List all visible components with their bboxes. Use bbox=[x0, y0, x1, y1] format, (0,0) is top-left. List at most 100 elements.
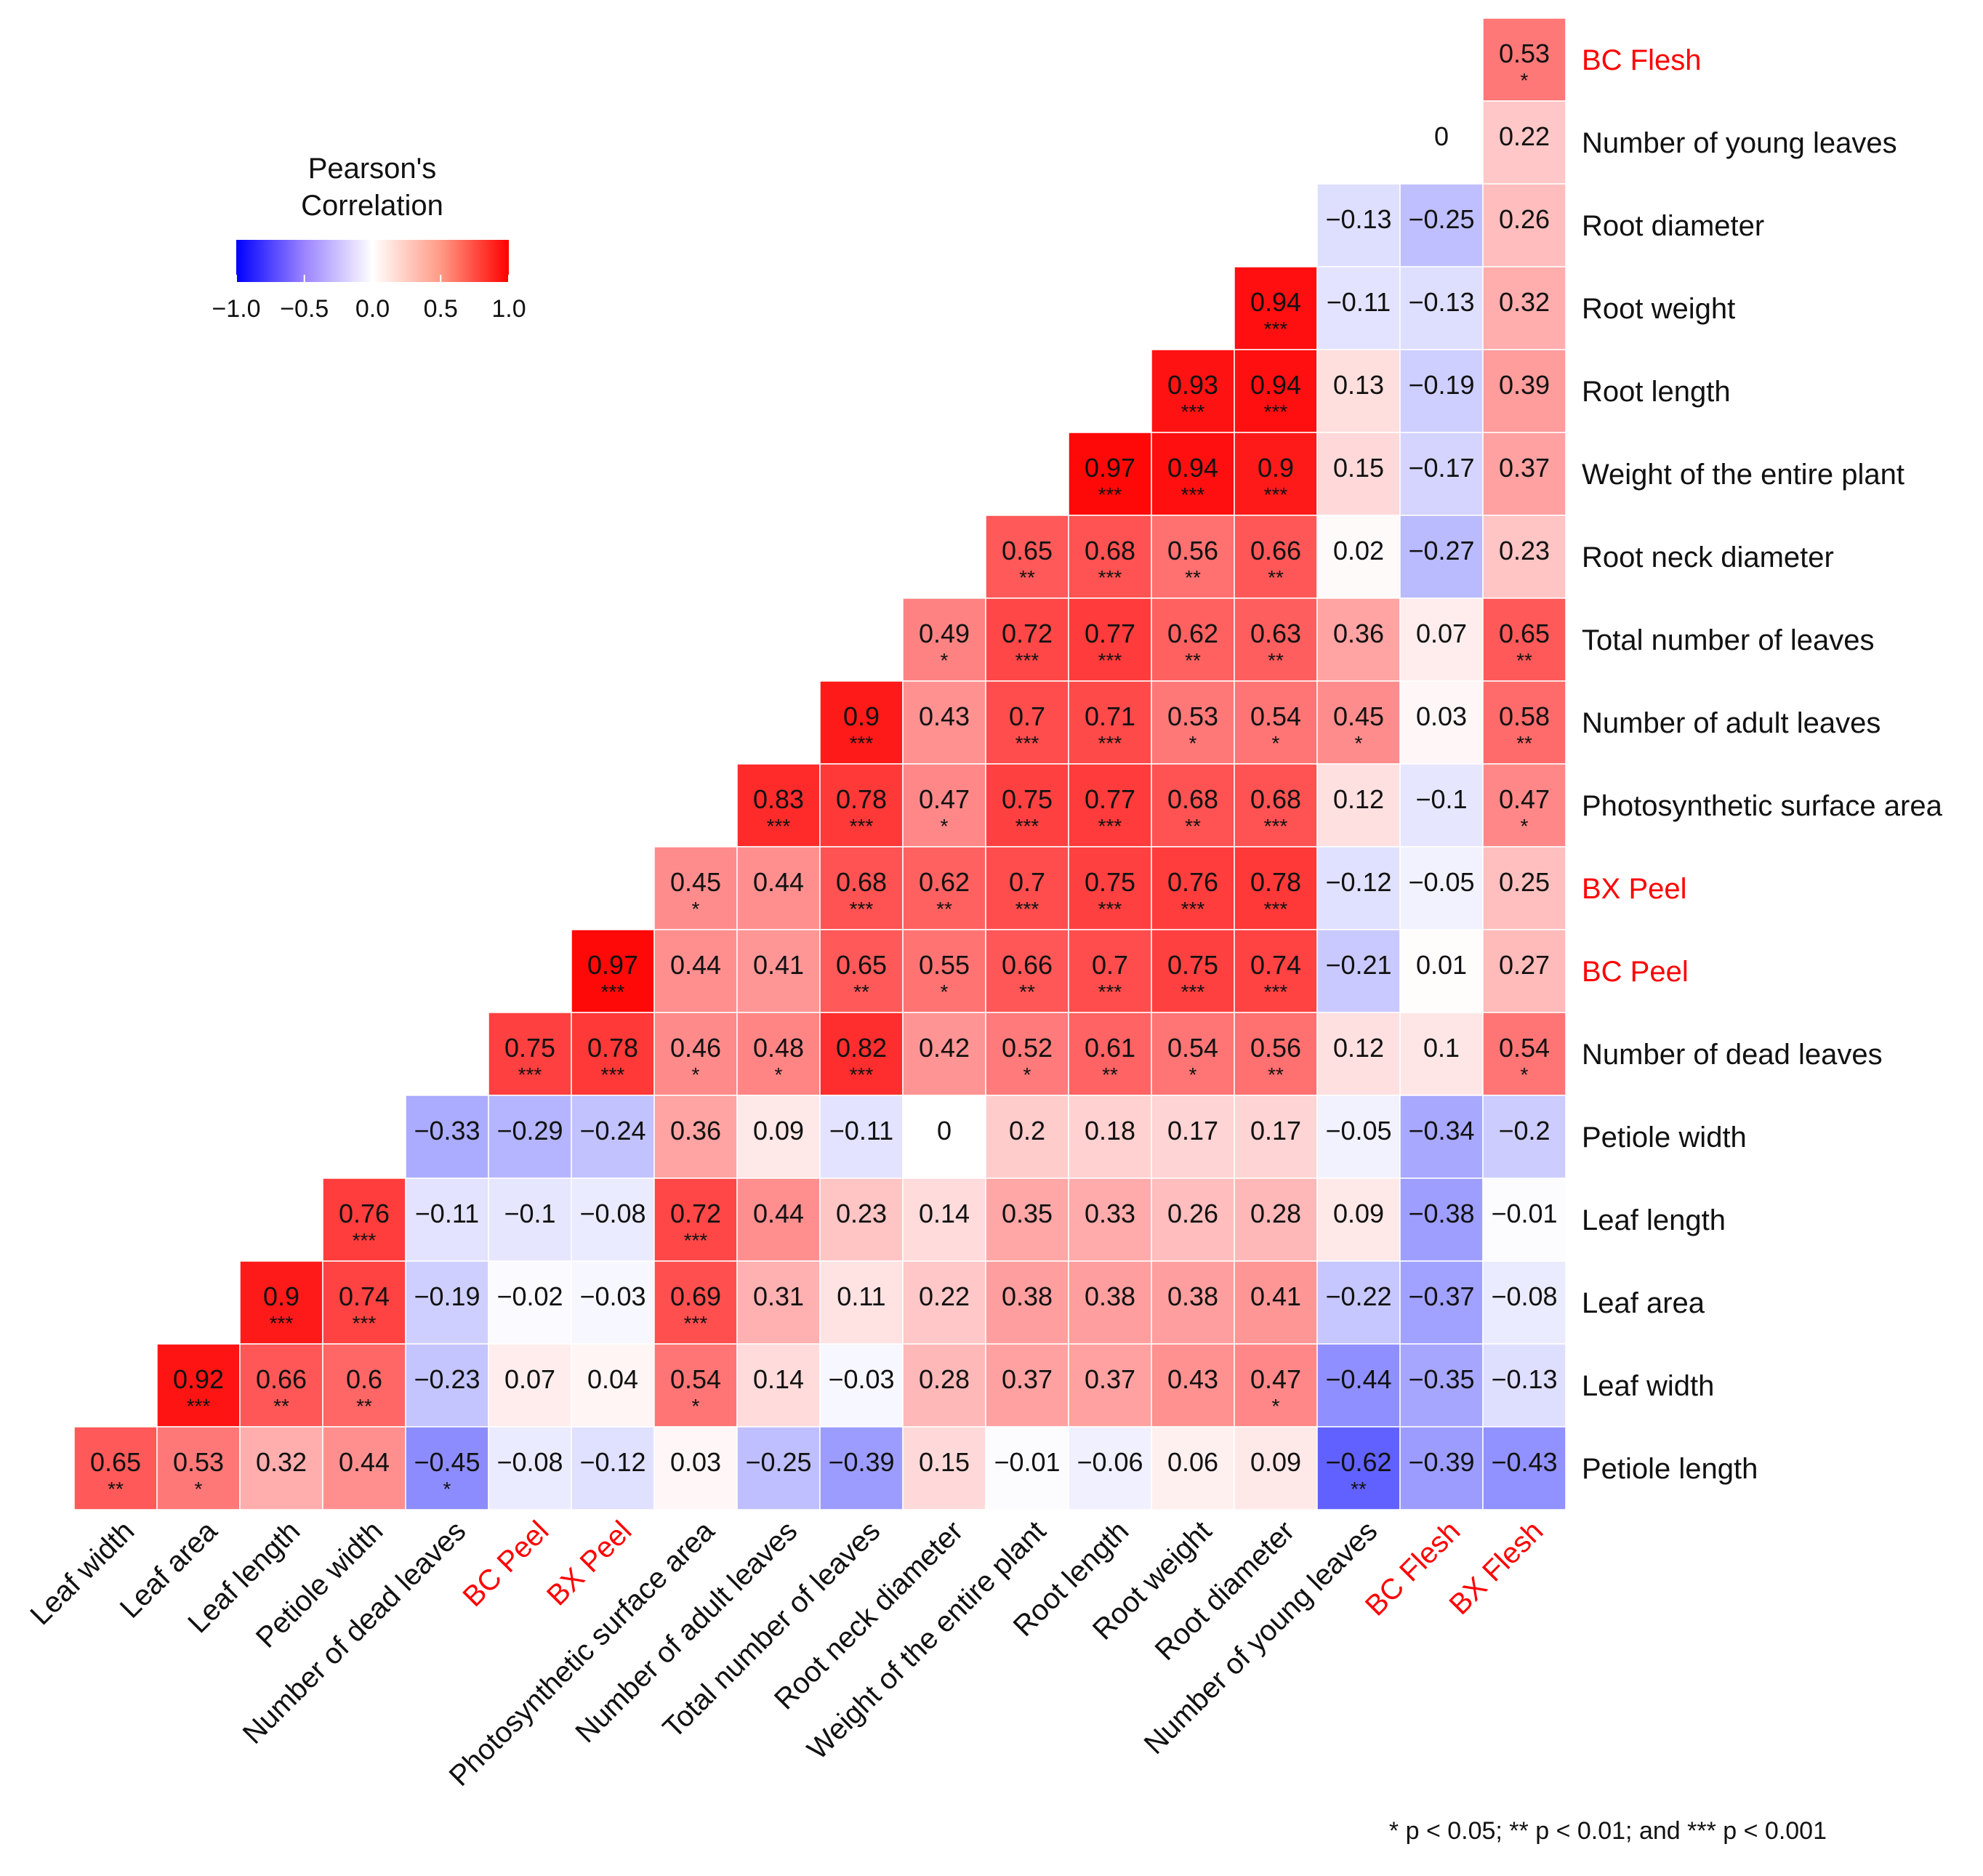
cell-fill bbox=[1482, 1095, 1566, 1179]
cell-fill bbox=[653, 1426, 738, 1510]
cell-value: 0.1 bbox=[1423, 1033, 1460, 1063]
cell-value: 0.37 bbox=[1002, 1364, 1053, 1394]
heatmap-cell: 0.65** bbox=[819, 929, 904, 1013]
cell-significance: * bbox=[1272, 732, 1280, 754]
cell-fill bbox=[571, 1177, 655, 1262]
cell-value: 0.32 bbox=[1499, 287, 1550, 317]
cell-fill bbox=[819, 1095, 904, 1179]
heatmap-cell: 0.53* bbox=[1482, 17, 1566, 102]
cell-fill bbox=[571, 1095, 655, 1179]
cell-fill bbox=[736, 846, 821, 930]
heatmap-cell: −0.45* bbox=[405, 1426, 489, 1510]
cell-fill bbox=[985, 1012, 1069, 1096]
heatmap-cell: 0.58** bbox=[1482, 680, 1566, 765]
cell-value: 0.36 bbox=[670, 1116, 721, 1146]
cell-fill bbox=[985, 1260, 1069, 1345]
cell-significance: ** bbox=[1019, 566, 1035, 589]
cell-fill bbox=[1482, 183, 1566, 267]
cell-significance: ** bbox=[1185, 649, 1201, 672]
cell-significance: *** bbox=[1098, 566, 1122, 589]
row-label: Root weight bbox=[1582, 293, 1735, 325]
cell-value: 0.56 bbox=[1167, 536, 1218, 565]
cell-fill bbox=[902, 1260, 986, 1345]
cell-fill bbox=[1316, 1012, 1401, 1096]
heatmap-cell: 0.78*** bbox=[571, 1012, 655, 1096]
heatmap-cell: −0.34 bbox=[1399, 1095, 1484, 1179]
heatmap-cell: 0.38 bbox=[1068, 1260, 1152, 1345]
cell-fill bbox=[1234, 929, 1318, 1013]
heatmap-cell: 0.42 bbox=[902, 1012, 986, 1096]
cell-significance: *** bbox=[1264, 898, 1288, 920]
cell-value: −0.22 bbox=[1325, 1281, 1391, 1311]
heatmap-cell: −0.13 bbox=[1399, 266, 1484, 350]
cell-value: 0.15 bbox=[919, 1447, 970, 1477]
heatmap-cell: 0.71*** bbox=[1068, 680, 1152, 765]
cell-value: −0.35 bbox=[1408, 1364, 1474, 1394]
heatmap-cell: 0.65** bbox=[1482, 597, 1566, 682]
cell-fill bbox=[1482, 680, 1566, 765]
cell-value: 0.09 bbox=[1333, 1199, 1384, 1228]
cell-value: 0.54 bbox=[1167, 1033, 1218, 1063]
cell-value: 0.45 bbox=[670, 867, 721, 897]
cell-fill bbox=[985, 1177, 1069, 1262]
heatmap-cell: 0.39 bbox=[1482, 349, 1566, 433]
cell-fill bbox=[1151, 763, 1235, 848]
cell-value: −0.62 bbox=[1325, 1447, 1391, 1477]
cell-significance: *** bbox=[1015, 649, 1039, 672]
heatmap-cell: 0.33 bbox=[1068, 1177, 1152, 1262]
cell-fill bbox=[488, 1095, 572, 1179]
legend-tick-label: −1.0 bbox=[212, 295, 260, 323]
heatmap-cell: −0.05 bbox=[1316, 1095, 1401, 1179]
cell-value: 0.58 bbox=[1499, 701, 1550, 731]
cell-fill bbox=[819, 846, 904, 930]
cell-value: −0.11 bbox=[415, 1199, 479, 1228]
heatmap-cell: −0.01 bbox=[985, 1426, 1069, 1510]
cell-significance: *** bbox=[684, 1312, 708, 1334]
cell-value: 0.82 bbox=[836, 1033, 887, 1063]
cell-significance: * bbox=[692, 1063, 700, 1086]
heatmap-cell: −0.19 bbox=[1399, 349, 1484, 433]
heatmap-cell: 0.75*** bbox=[488, 1012, 572, 1096]
cell-fill bbox=[1151, 929, 1235, 1013]
color-legend: Pearson's Correlation −1.0 −0.5 0.0 0.5 1.0 bbox=[212, 153, 526, 323]
cell-fill bbox=[1399, 515, 1484, 599]
cell-fill bbox=[1316, 1095, 1401, 1179]
cell-value: 0.7 bbox=[1009, 867, 1045, 897]
heatmap-cell: 0.83*** bbox=[736, 763, 821, 848]
cell-fill bbox=[1399, 432, 1484, 516]
heatmap-cell: 0.9*** bbox=[239, 1260, 323, 1345]
heatmap-cell: −0.21 bbox=[1316, 929, 1401, 1013]
heatmap-cell: 0.65** bbox=[985, 515, 1069, 599]
heatmap-cell: −0.08 bbox=[488, 1426, 572, 1510]
cell-fill bbox=[902, 1343, 986, 1428]
heatmap-cell: 0.44 bbox=[653, 929, 738, 1013]
heatmap-cell: 0.06 bbox=[1151, 1426, 1235, 1510]
legend-tick-label: 0.0 bbox=[355, 295, 390, 323]
cell-value: 0.92 bbox=[173, 1364, 224, 1394]
heatmap-cell: 0.32 bbox=[1482, 266, 1566, 350]
cell-significance: *** bbox=[1264, 981, 1288, 1003]
cell-value: 0.62 bbox=[1167, 619, 1218, 648]
cell-value: 0 bbox=[937, 1116, 952, 1146]
heatmap-cell: 0.66** bbox=[1234, 515, 1318, 599]
cell-value: 0.49 bbox=[919, 619, 970, 648]
cell-value: 0.31 bbox=[753, 1281, 804, 1311]
cell-value: 0.66 bbox=[1250, 536, 1301, 565]
cell-value: 0.68 bbox=[1250, 784, 1301, 814]
cell-value: 0.13 bbox=[1333, 370, 1384, 400]
heatmap-cell: −0.23 bbox=[405, 1343, 489, 1428]
cell-value: −0.03 bbox=[828, 1364, 894, 1394]
cell-fill bbox=[1151, 1012, 1235, 1096]
heatmap-cell: 0.17 bbox=[1234, 1095, 1318, 1179]
cell-fill bbox=[1234, 1012, 1318, 1096]
cell-value: −0.43 bbox=[1491, 1447, 1557, 1477]
cell-fill bbox=[985, 1426, 1069, 1510]
heatmap-cell: 0.65** bbox=[73, 1426, 158, 1510]
cell-value: −0.08 bbox=[1491, 1281, 1557, 1311]
heatmap-cell: −0.29 bbox=[488, 1095, 572, 1179]
heatmap-cell: 0.03 bbox=[653, 1426, 738, 1510]
heatmap-cell: 0.12 bbox=[1316, 1012, 1401, 1096]
cell-value: 0.65 bbox=[90, 1447, 141, 1477]
cell-significance: * bbox=[1189, 1063, 1197, 1086]
cell-significance: ** bbox=[1268, 1063, 1284, 1086]
